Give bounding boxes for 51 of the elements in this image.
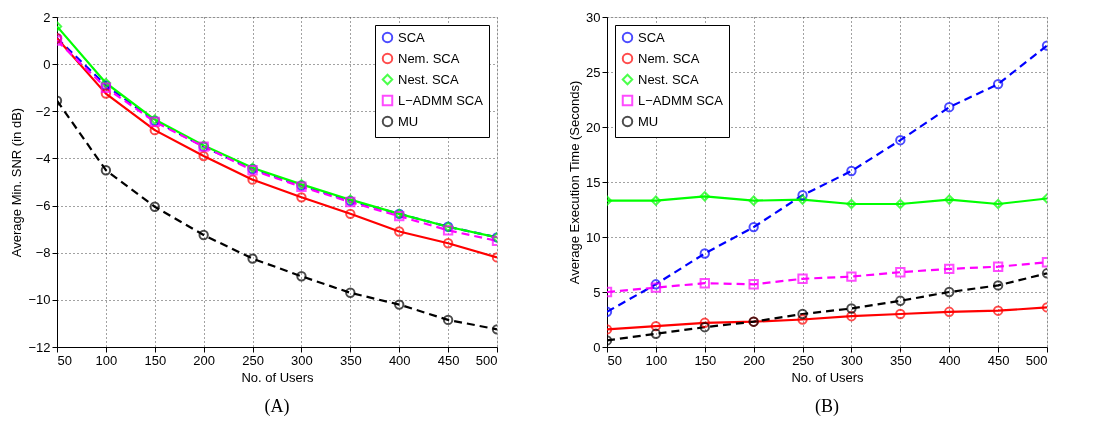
legend-label: SCA — [398, 29, 426, 45]
x-tick-label: 100 — [95, 352, 118, 368]
y-tick-label: 25 — [586, 64, 601, 80]
y-tick-label: 0 — [593, 339, 601, 355]
legend-label: L−ADMM SCA — [398, 92, 484, 108]
x-tick-label: 500 — [1025, 352, 1048, 368]
x-tick-label: 250 — [792, 352, 814, 368]
y-tick-label: 20 — [586, 119, 601, 135]
legend-label: Nest. SCA — [398, 71, 460, 87]
y-axis-title: Average Min. SNR (in dB) — [9, 107, 25, 258]
x-tick-label: 300 — [841, 352, 863, 368]
x-tick-label: 450 — [987, 352, 1010, 368]
legend-label: Nest. SCA — [638, 71, 700, 87]
y-tick-label: −10 — [28, 292, 51, 308]
x-axis-title: No. of Users — [791, 369, 865, 385]
x-tick-label: 350 — [339, 352, 362, 368]
y-tick-label: 0 — [43, 56, 51, 72]
text: (A) — [264, 396, 290, 417]
y-tick-label: −12 — [28, 339, 51, 355]
legend-label: MU — [638, 113, 659, 129]
y-tick-label: −8 — [35, 245, 51, 261]
y-tick-label: 5 — [593, 284, 601, 300]
x-tick-label: 150 — [144, 352, 167, 368]
legend-label: L−ADMM SCA — [638, 92, 724, 108]
y-tick-label: 10 — [586, 229, 601, 245]
x-tick-label: 100 — [645, 352, 668, 368]
y-tick-label: 2 — [43, 9, 51, 25]
x-tick-label: 400 — [388, 352, 411, 368]
y-tick-label: −6 — [35, 198, 51, 214]
legend-label: MU — [398, 113, 419, 129]
x-tick-label: 350 — [889, 352, 912, 368]
y-tick-label: −4 — [35, 150, 51, 166]
x-tick-label: 50 — [607, 352, 622, 368]
y-tick-label: −2 — [35, 103, 51, 119]
legend-label: Nem. SCA — [398, 50, 460, 66]
text: (B) — [815, 396, 839, 417]
x-tick-label: 400 — [938, 352, 961, 368]
x-axis-title: No. of Users — [241, 369, 315, 385]
y-axis-title: Average Execution Time (Seconds) — [567, 80, 583, 285]
x-tick-label: 500 — [475, 352, 498, 368]
legend-label: SCA — [638, 29, 666, 45]
x-tick-label: 450 — [437, 352, 460, 368]
x-tick-label: 200 — [743, 352, 766, 368]
x-tick-label: 200 — [193, 352, 216, 368]
legend-label: Nem. SCA — [638, 50, 700, 66]
x-tick-label: 50 — [57, 352, 72, 368]
y-tick-label: 30 — [586, 9, 601, 25]
x-tick-label: 150 — [694, 352, 717, 368]
y-tick-label: 15 — [586, 174, 601, 190]
x-tick-label: 250 — [242, 352, 264, 368]
x-tick-label: 300 — [291, 352, 313, 368]
